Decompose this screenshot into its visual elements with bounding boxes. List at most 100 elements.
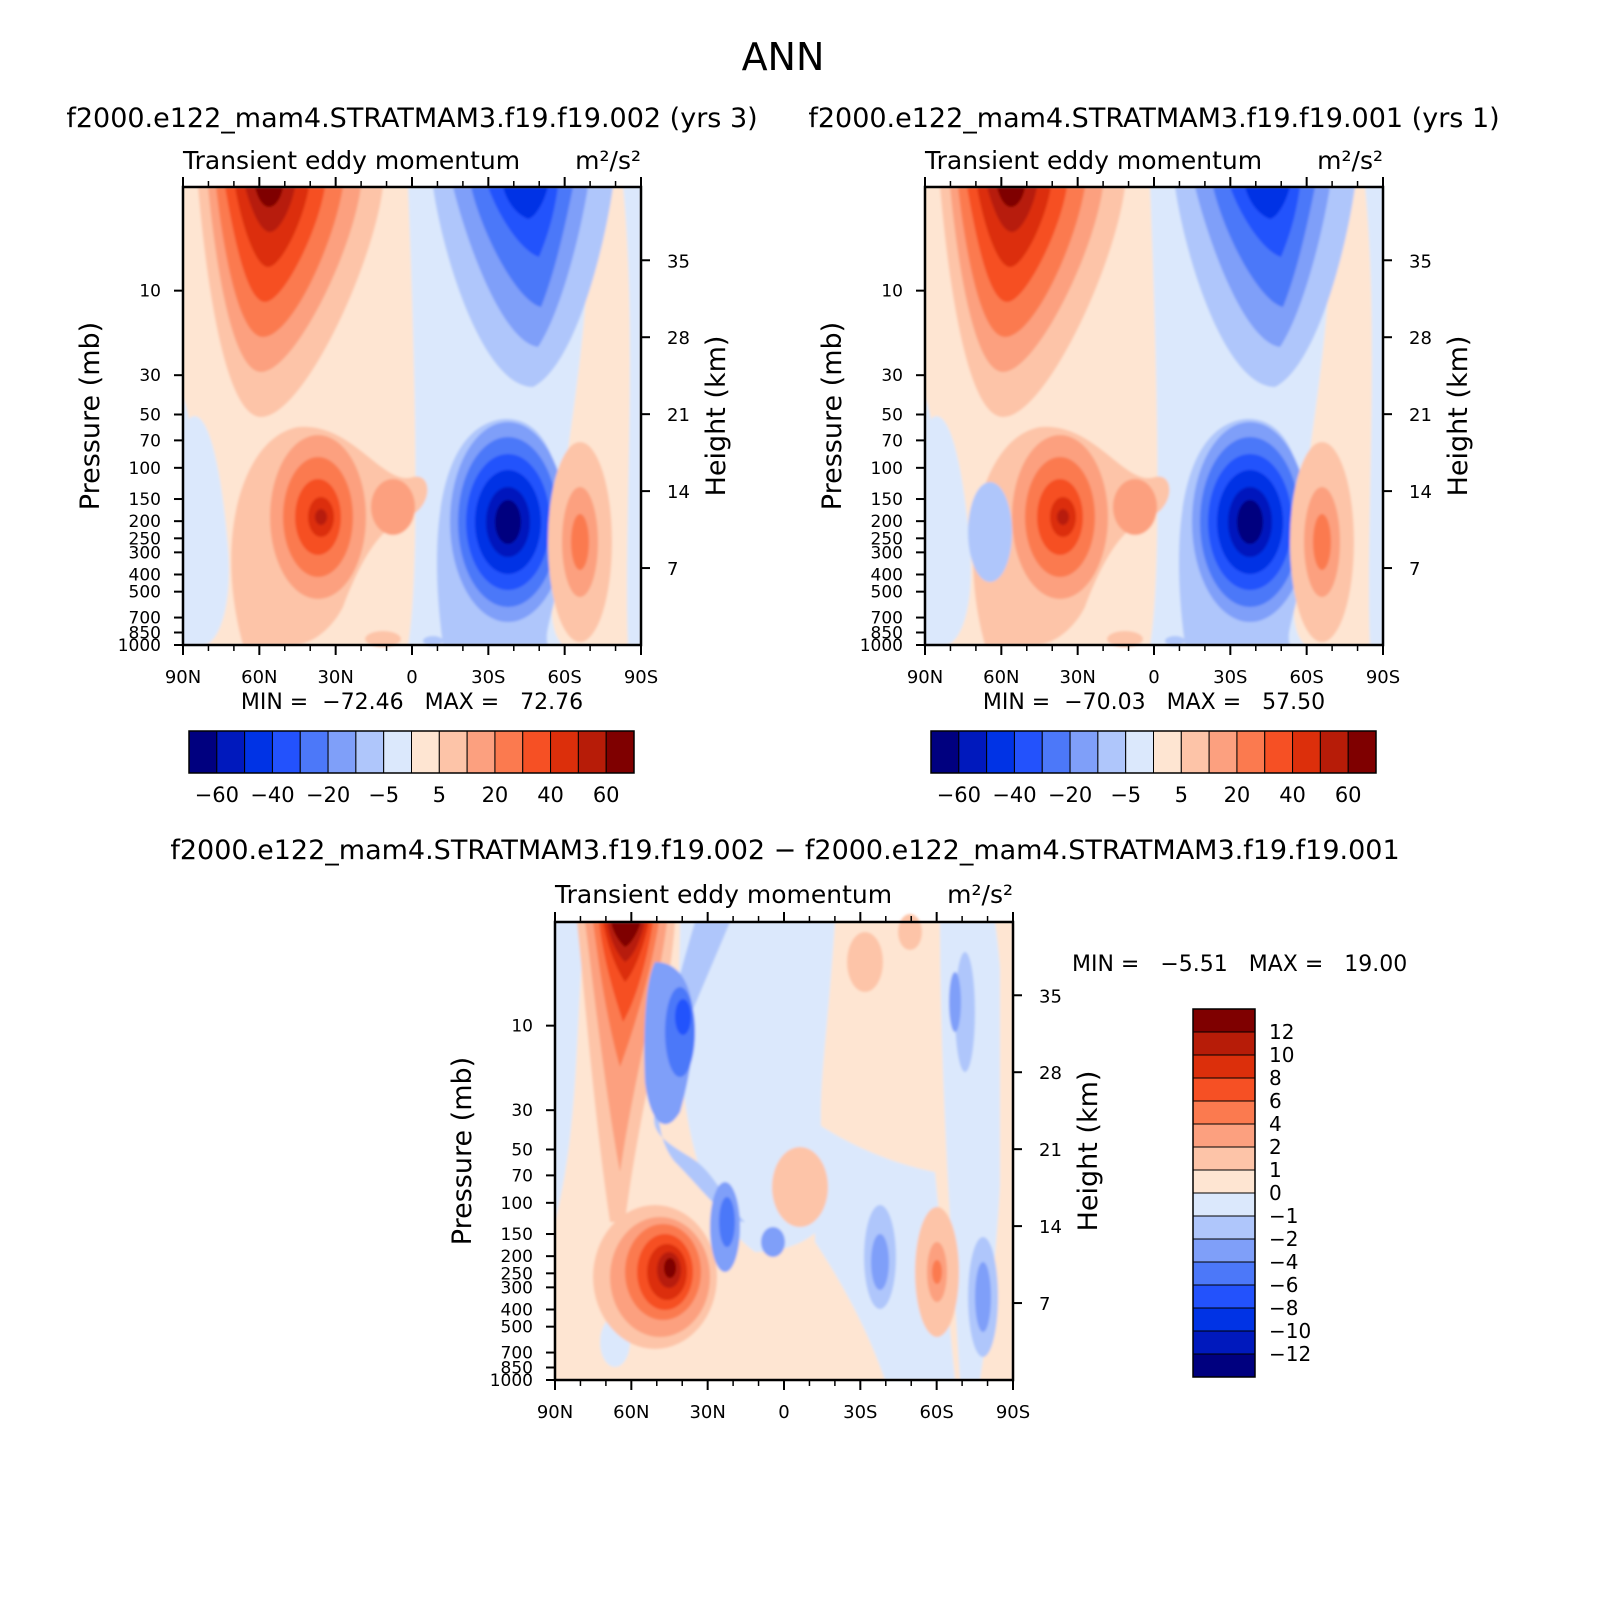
right-colorbar: −60 −40 −20 −5 5 20 40 60 <box>930 730 1377 807</box>
diff-xtick-label: 60S <box>919 1402 953 1423</box>
left-min-max: MIN = −72.46 MAX = 72.76 <box>241 690 583 715</box>
right-ylabel: Pressure (mb) <box>817 322 848 510</box>
right-colorbar-box <box>1236 730 1266 774</box>
diff-colorbar-box <box>1192 1215 1256 1240</box>
right-ylabel-right: Height (km) <box>1443 336 1474 497</box>
left-var-title: Transient eddy momentum <box>182 146 520 175</box>
left-xtick-label: 0 <box>406 667 417 688</box>
diff-axes: 1030507010015020025030040050070085010003… <box>447 912 1104 1423</box>
diff-contour-field <box>555 914 1013 1380</box>
left-ytick-label: 150 <box>129 490 161 510</box>
right-y2tick-label: 14 <box>1409 482 1432 503</box>
left-colorbar-box <box>327 730 357 774</box>
left-y2tick-label: 21 <box>667 405 690 426</box>
right-ytick-label: 100 <box>871 459 903 479</box>
diff-xtick-label: 0 <box>778 1402 789 1423</box>
left-colorbar-box <box>438 730 468 774</box>
diff-colorbar-label: 12 <box>1269 1020 1294 1044</box>
left-colorbar-box <box>494 730 524 774</box>
right-contour-field <box>925 187 1383 647</box>
left-colorbar-label: 20 <box>482 783 509 807</box>
left-xtick-label: 30S <box>471 667 505 688</box>
diff-colorbar-box <box>1192 1307 1256 1332</box>
diff-ytick-label: 200 <box>501 1247 533 1267</box>
right-colorbar-label: −40 <box>992 783 1036 807</box>
diff-colorbar-box <box>1192 1169 1256 1194</box>
left-colorbar-label: −20 <box>306 783 350 807</box>
diff-ytick-label: 850 <box>501 1358 533 1378</box>
left-ytick-label: 250 <box>129 529 161 549</box>
diff-colorbar-label: 4 <box>1269 1112 1282 1136</box>
right-var-title: Transient eddy momentum <box>924 146 1262 175</box>
left-colorbar-box <box>299 730 329 774</box>
right-case-title: f2000.e122_mam4.STRATMAM3.f19.f19.001 (y… <box>808 103 1499 134</box>
right-colorbar-box <box>930 730 960 774</box>
diff-colorbar-box <box>1192 1146 1256 1171</box>
left-ytick-label: 700 <box>129 609 161 629</box>
left-ytick-label: 850 <box>129 623 161 643</box>
diff-xtick-label: 90S <box>996 1402 1030 1423</box>
right-ytick-label: 1000 <box>860 636 903 656</box>
left-colorbar-label: 5 <box>433 783 446 807</box>
diff-colorbar-label: −4 <box>1269 1250 1298 1274</box>
left-y2tick-label: 35 <box>667 251 690 272</box>
right-ytick-label: 50 <box>881 405 903 425</box>
diff-colorbar-box <box>1192 1192 1256 1217</box>
left-colorbar-box <box>216 730 246 774</box>
left-xtick-label: 60N <box>241 667 277 688</box>
left-y2tick-label: 14 <box>667 482 690 503</box>
left-xtick-label: 90S <box>624 667 658 688</box>
left-xtick-label: 90N <box>165 667 201 688</box>
diff-ytick-label: 50 <box>511 1140 533 1160</box>
left-colorbar-box <box>188 730 218 774</box>
right-colorbar-box <box>1180 730 1210 774</box>
diff-xtick-label: 30N <box>689 1402 725 1423</box>
left-ytick-label: 300 <box>129 543 161 563</box>
right-axes: 1030507010015020025030040050070085010003… <box>817 177 1474 688</box>
left-colorbar-label: −60 <box>195 783 239 807</box>
right-colorbar-label: 20 <box>1224 783 1251 807</box>
left-ytick-label: 50 <box>139 405 161 425</box>
left-colorbar-label: 40 <box>537 783 564 807</box>
diff-colorbar-box <box>1192 1054 1256 1079</box>
right-ytick-label: 30 <box>881 366 903 386</box>
diff-case-title: f2000.e122_mam4.STRATMAM3.f19.f19.002 − … <box>170 835 1399 866</box>
right-y2tick-label: 7 <box>1409 559 1420 580</box>
right-units: m²/s² <box>1317 146 1383 175</box>
right-colorbar-box <box>1292 730 1321 774</box>
left-ylabel-right: Height (km) <box>701 336 732 497</box>
diff-colorbar-label: −10 <box>1269 1319 1311 1343</box>
right-colorbar-box <box>1319 730 1349 774</box>
left-axes: 1030507010015020025030040050070085010003… <box>75 177 732 688</box>
diff-y2tick-label: 28 <box>1039 1063 1062 1084</box>
left-xtick-label: 30N <box>317 667 353 688</box>
left-colorbar-label: 60 <box>593 783 620 807</box>
diff-ytick-label: 700 <box>501 1344 533 1364</box>
right-colorbar-box <box>1125 730 1154 774</box>
right-xtick-label: 60N <box>983 667 1019 688</box>
right-y2tick-label: 35 <box>1409 251 1432 272</box>
diff-xtick-label: 30S <box>843 1402 877 1423</box>
right-colorbar-box <box>1069 730 1099 774</box>
diff-ytick-label: 150 <box>501 1225 533 1245</box>
left-colorbar-box <box>466 730 496 774</box>
right-colorbar-label: −5 <box>1110 783 1141 807</box>
right-ytick-label: 70 <box>881 431 903 451</box>
left-ylabel: Pressure (mb) <box>75 322 106 510</box>
right-xtick-label: 90S <box>1366 667 1400 688</box>
right-colorbar-box <box>1153 730 1182 774</box>
diff-colorbar-box <box>1192 1284 1256 1309</box>
left-ytick-label: 400 <box>129 565 161 585</box>
right-y2tick-label: 21 <box>1409 405 1432 426</box>
right-colorbar-box <box>1097 730 1127 774</box>
right-ytick-label: 150 <box>871 490 903 510</box>
diff-ytick-label: 10 <box>511 1017 533 1037</box>
left-xtick-label: 60S <box>547 667 581 688</box>
diff-colorbar-label: 10 <box>1269 1043 1294 1067</box>
left-ytick-label: 500 <box>129 583 161 603</box>
left-ytick-label: 70 <box>139 431 161 451</box>
right-colorbar-box <box>1041 730 1071 774</box>
right-ytick-label: 700 <box>871 609 903 629</box>
right-colorbar-label: 5 <box>1175 783 1188 807</box>
diff-colorbar-box <box>1192 1238 1256 1263</box>
